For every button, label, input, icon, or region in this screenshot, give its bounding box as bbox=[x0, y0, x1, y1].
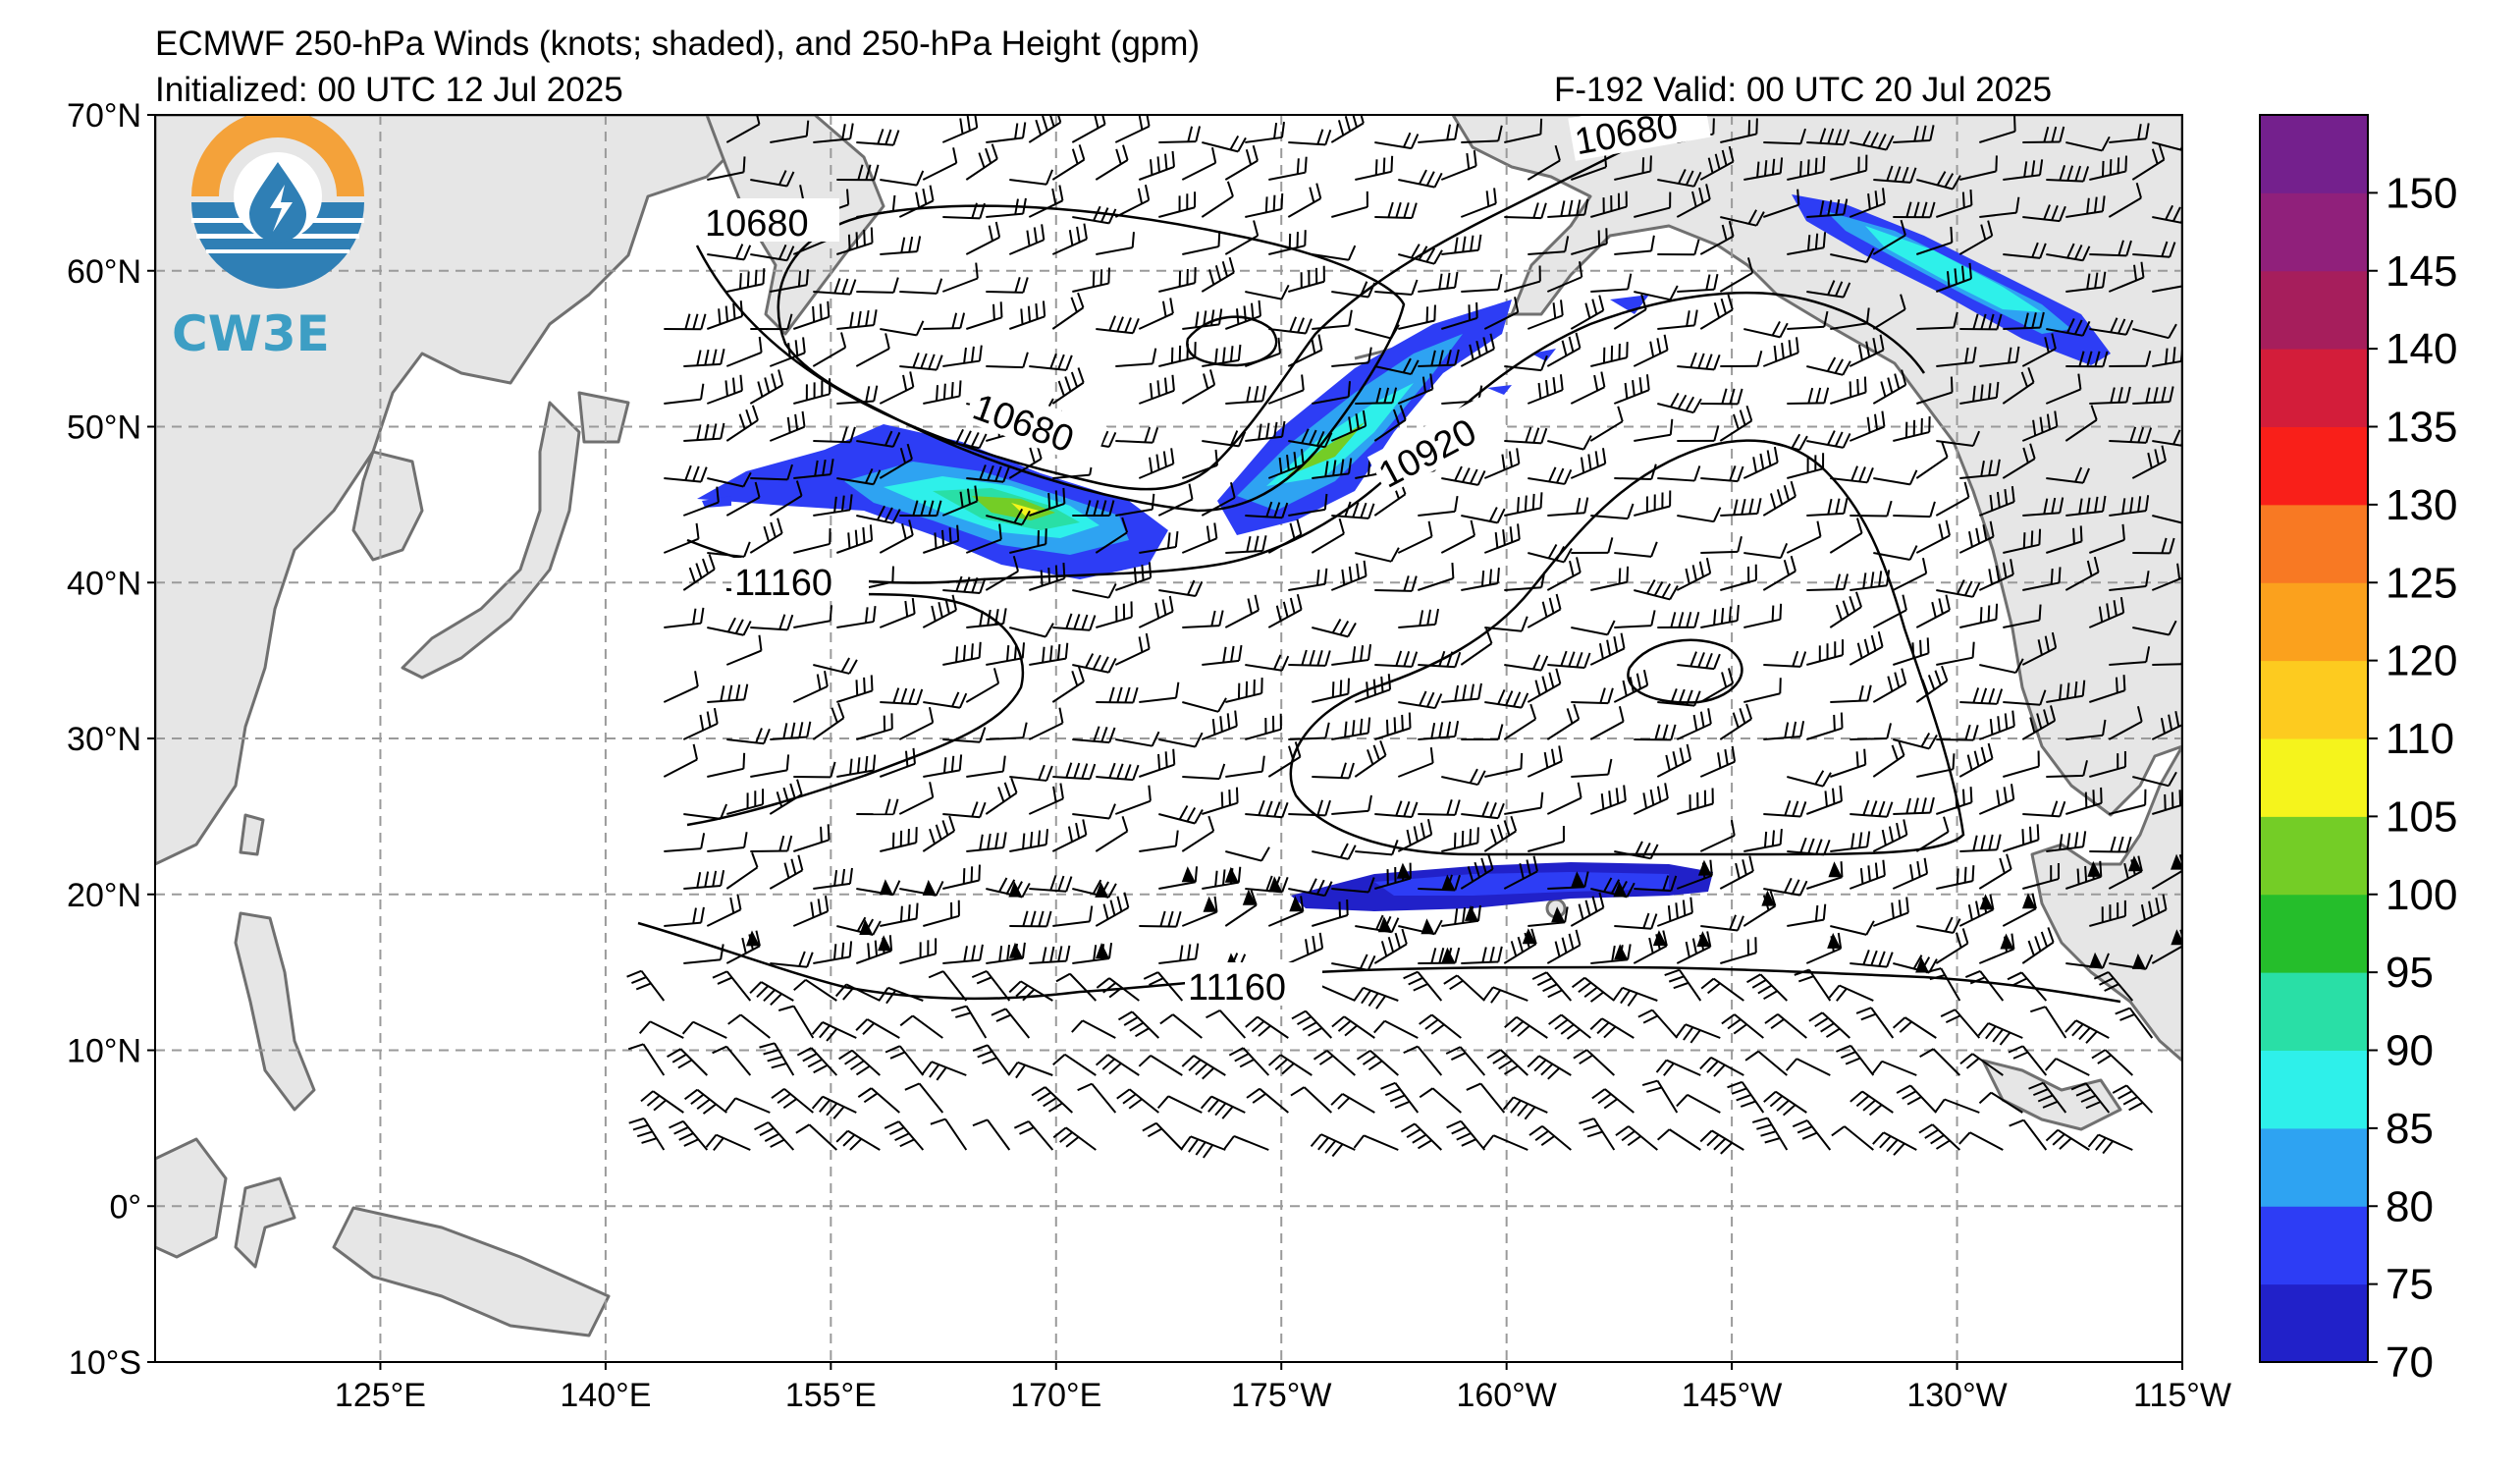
colorbar-segment bbox=[2260, 1050, 2368, 1129]
lat-label: 0° bbox=[109, 1188, 141, 1226]
longitude-labels: 125°E 140°E 155°E 170°E 175°W 160°W 145°W 130°W… bbox=[335, 1377, 2231, 1414]
contour-10680-low bbox=[777, 204, 1406, 513]
colorbar-label: 90 bbox=[2386, 1027, 2434, 1075]
colorbar-segment bbox=[2260, 738, 2368, 817]
grid-lines bbox=[155, 115, 2182, 1362]
lat-label: 50°N bbox=[67, 409, 141, 447]
colorbar-label: 70 bbox=[2386, 1338, 2434, 1387]
colorbar-label: 135 bbox=[2386, 404, 2457, 452]
korea-peninsula bbox=[351, 450, 424, 562]
small-speed-patches bbox=[702, 295, 1649, 508]
japan-islands bbox=[401, 401, 581, 680]
colorbar-segment bbox=[2260, 1283, 2368, 1363]
contour-label-11160-a: 11160 bbox=[734, 563, 832, 604]
contour-11160-north bbox=[686, 587, 1025, 827]
colorbar-segment bbox=[2260, 270, 2368, 350]
colorbar-label: 130 bbox=[2386, 481, 2457, 529]
contour-11160-south bbox=[637, 921, 2121, 1004]
lon-label: 140°E bbox=[560, 1377, 651, 1414]
colorbar-label: 80 bbox=[2386, 1182, 2434, 1230]
hokkaido bbox=[577, 391, 630, 444]
borneo bbox=[155, 1137, 228, 1259]
colorbar-label: 145 bbox=[2386, 247, 2457, 296]
mexico bbox=[2030, 744, 2182, 1063]
philippines bbox=[234, 911, 316, 1112]
axis-ticks bbox=[147, 114, 2183, 1370]
init-time: Initialized: 00 UTC 12 Jul 2025 bbox=[155, 71, 623, 109]
colorbar-label: 75 bbox=[2386, 1261, 2434, 1309]
contour-10920-ridge bbox=[1289, 439, 1965, 856]
logo-text: CW3E bbox=[172, 305, 330, 362]
contour-label-10680-a: 10680 bbox=[705, 203, 809, 245]
colorbar-segment bbox=[2260, 816, 2368, 896]
valid-time: F-192 Valid: 00 UTC 20 Jul 2025 bbox=[1554, 71, 2053, 109]
wind-barbs bbox=[626, 115, 2182, 1159]
colorbar-segment bbox=[2260, 972, 2368, 1051]
lat-label: 40°N bbox=[67, 565, 141, 602]
colorbar-segment bbox=[2260, 426, 2368, 506]
cw3e-logo: CW3E bbox=[172, 115, 364, 362]
colorbar-segment bbox=[2260, 192, 2368, 272]
lat-label: 30°N bbox=[67, 721, 141, 758]
lat-label: 10°S bbox=[69, 1344, 141, 1382]
colorbar-label: 110 bbox=[2386, 715, 2454, 763]
contour-label-11160-b: 11160 bbox=[1188, 967, 1286, 1009]
lon-label: 145°W bbox=[1682, 1377, 1782, 1414]
colorbar-segment bbox=[2260, 582, 2368, 662]
new-guinea bbox=[332, 1206, 611, 1337]
asia-landmass bbox=[155, 115, 748, 866]
colorbar-segment bbox=[2260, 894, 2368, 973]
lat-label: 10°N bbox=[67, 1033, 141, 1070]
lon-label: 125°E bbox=[335, 1377, 426, 1414]
colorbar-label: 120 bbox=[2386, 637, 2457, 685]
colorbar: 70 75 80 85 90 95 100 105 110 120 125 130 135 140 145 1… bbox=[2259, 114, 2457, 1387]
colorbar-segment bbox=[2260, 1206, 2368, 1285]
colorbar-label: 85 bbox=[2386, 1105, 2434, 1153]
lon-label: 155°E bbox=[785, 1377, 877, 1414]
contour-labels: 10680 10680 10920 11160 11160 10680 bbox=[702, 115, 1711, 1009]
colorbar-label: 100 bbox=[2386, 871, 2457, 919]
colorbar-label: 125 bbox=[2386, 559, 2457, 607]
colorbar-segment bbox=[2260, 1127, 2368, 1207]
colorbar-segment bbox=[2260, 504, 2368, 583]
map-title: ECMWF 250-hPa Winds (knots; shaded), and… bbox=[155, 25, 1201, 63]
lat-label: 60°N bbox=[67, 253, 141, 291]
sulawesi bbox=[234, 1176, 296, 1269]
colorbar-label: 95 bbox=[2386, 949, 2434, 997]
lon-label: 115°W bbox=[2133, 1377, 2231, 1414]
lon-label: 160°W bbox=[1456, 1377, 1556, 1414]
colorbar-label: 105 bbox=[2386, 792, 2457, 841]
taiwan bbox=[239, 813, 265, 856]
colorbar-label: 140 bbox=[2386, 325, 2457, 373]
contour-10920-inner bbox=[1627, 638, 1743, 704]
lon-label: 170°E bbox=[1010, 1377, 1101, 1414]
colorbar-segment bbox=[2260, 349, 2368, 427]
lat-label: 20°N bbox=[67, 877, 141, 914]
lon-label: 175°W bbox=[1231, 1377, 1331, 1414]
colorbar-label: 150 bbox=[2386, 169, 2457, 217]
contour-10680-inner bbox=[1186, 315, 1278, 367]
colorbar-segment bbox=[2260, 115, 2368, 193]
colorbar-segment bbox=[2260, 660, 2368, 739]
lon-label: 130°W bbox=[1906, 1377, 2007, 1414]
lat-label: 70°N bbox=[67, 97, 141, 135]
latitude-labels: 70°N 60°N 50°N 40°N 30°N 20°N 10°N 0° 10°S bbox=[67, 97, 141, 1382]
